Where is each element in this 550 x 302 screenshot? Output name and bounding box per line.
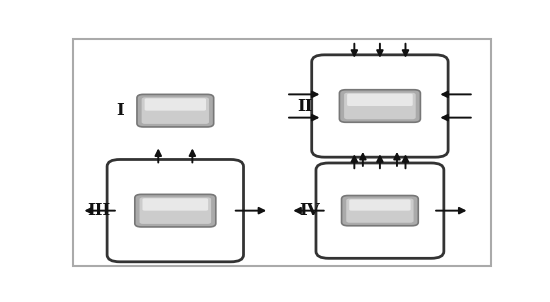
FancyBboxPatch shape — [346, 198, 414, 223]
FancyBboxPatch shape — [344, 93, 416, 119]
Text: II: II — [298, 98, 313, 114]
FancyBboxPatch shape — [339, 90, 420, 122]
FancyBboxPatch shape — [107, 159, 244, 262]
Text: IV: IV — [299, 202, 320, 219]
FancyBboxPatch shape — [142, 98, 209, 124]
FancyBboxPatch shape — [135, 194, 216, 227]
FancyBboxPatch shape — [137, 94, 213, 127]
Text: III: III — [87, 202, 110, 219]
FancyBboxPatch shape — [142, 198, 208, 211]
Text: I: I — [116, 102, 124, 119]
FancyBboxPatch shape — [349, 200, 411, 211]
FancyBboxPatch shape — [342, 195, 419, 226]
FancyBboxPatch shape — [312, 55, 448, 157]
FancyBboxPatch shape — [145, 98, 206, 111]
FancyBboxPatch shape — [347, 94, 412, 106]
FancyBboxPatch shape — [73, 39, 491, 266]
FancyBboxPatch shape — [316, 163, 444, 258]
FancyBboxPatch shape — [140, 198, 211, 224]
